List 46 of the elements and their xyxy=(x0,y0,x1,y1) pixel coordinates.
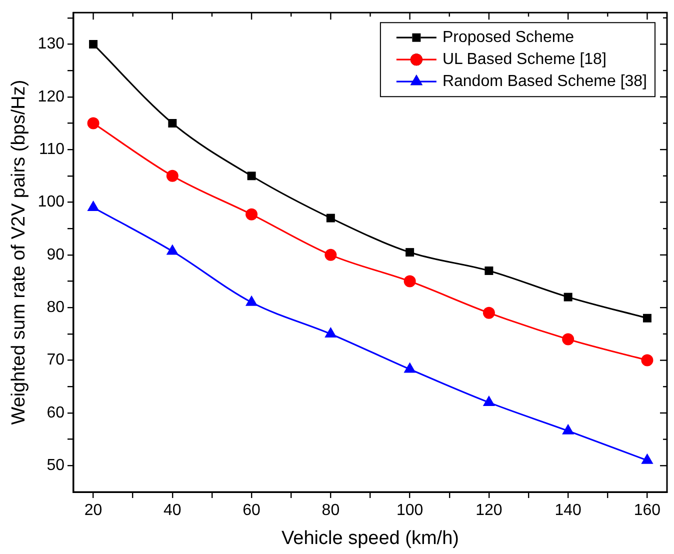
y-tick-label: 100 xyxy=(38,194,65,211)
point xyxy=(562,424,574,434)
y-tick-label: 110 xyxy=(38,140,65,158)
point xyxy=(641,354,654,366)
point xyxy=(484,266,494,275)
y-tick-label: 60 xyxy=(46,404,65,422)
point xyxy=(166,170,178,182)
point xyxy=(245,295,258,306)
legend-label: Random Based Scheme [38] xyxy=(442,73,647,90)
y-tick-label: 90 xyxy=(46,246,65,264)
point xyxy=(166,244,178,255)
y-tick-label: 130 xyxy=(38,36,65,53)
point xyxy=(246,208,258,220)
point xyxy=(406,248,414,257)
legend-label: UL Based Scheme [18] xyxy=(442,51,606,68)
point xyxy=(564,292,572,302)
point xyxy=(168,118,177,128)
point xyxy=(482,395,496,406)
y-tick-label: 120 xyxy=(38,88,65,106)
point xyxy=(326,214,335,222)
point xyxy=(89,40,98,48)
x-tick-label: 20 xyxy=(84,502,102,520)
y-tick-label: 50 xyxy=(46,457,65,474)
point xyxy=(642,314,652,322)
x-tick-label: 80 xyxy=(322,502,340,520)
point xyxy=(87,200,100,212)
point xyxy=(562,333,574,346)
x-axis-title: Vehicle speed (km/h) xyxy=(282,528,459,549)
x-tick-label: 40 xyxy=(164,502,182,520)
point xyxy=(641,453,654,464)
point xyxy=(404,362,416,373)
x-tick-label: 160 xyxy=(634,502,661,520)
x-tick-label: 140 xyxy=(554,502,582,520)
point xyxy=(247,172,256,180)
point xyxy=(404,275,416,288)
point xyxy=(87,117,100,130)
x-tick-label: 60 xyxy=(242,502,261,520)
x-tick-label: 100 xyxy=(396,502,424,520)
point xyxy=(482,306,495,319)
legend-label: Proposed Scheme xyxy=(442,29,574,46)
y-tick-label: 70 xyxy=(46,352,65,369)
x-tick-label: 120 xyxy=(476,502,502,520)
y-tick-label: 80 xyxy=(46,299,65,316)
point xyxy=(324,248,337,261)
y-axis-title: Weighted sum rate of V2V pairs (bps/Hz) xyxy=(8,80,30,425)
point xyxy=(324,326,337,338)
